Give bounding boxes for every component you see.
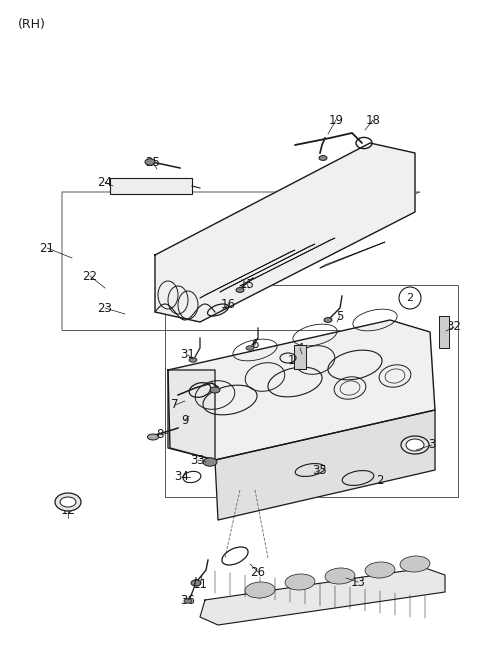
Text: 18: 18 [366,113,381,127]
Text: 7: 7 [171,398,179,411]
Text: 23: 23 [97,302,112,314]
Text: 9: 9 [181,413,189,426]
Text: 15: 15 [240,277,254,291]
Ellipse shape [245,582,275,598]
Text: 5: 5 [336,310,344,323]
Ellipse shape [55,493,81,511]
Ellipse shape [236,287,244,293]
Bar [165,285,458,497]
Text: 2: 2 [376,474,384,487]
Ellipse shape [365,562,395,578]
Ellipse shape [60,497,76,507]
Polygon shape [240,238,335,286]
Text: 2: 2 [407,293,414,303]
Ellipse shape [246,346,254,350]
Polygon shape [215,410,435,520]
Text: 12: 12 [60,504,75,516]
Text: 34: 34 [175,470,190,483]
Text: 31: 31 [180,348,195,361]
Ellipse shape [147,434,158,440]
Polygon shape [220,244,315,292]
Polygon shape [200,568,445,625]
Ellipse shape [210,387,220,393]
Polygon shape [168,320,435,460]
Ellipse shape [189,358,197,362]
Text: 35: 35 [312,464,327,476]
Text: 3: 3 [428,438,436,451]
Ellipse shape [191,580,201,586]
Text: 36: 36 [180,594,195,607]
Text: (RH): (RH) [18,18,46,31]
Text: 6: 6 [251,338,259,352]
Text: 33: 33 [191,453,205,466]
Text: 4: 4 [296,342,304,354]
Text: 24: 24 [97,176,112,188]
Polygon shape [200,250,295,298]
Text: 21: 21 [39,241,55,255]
Ellipse shape [319,155,327,161]
Ellipse shape [203,458,217,466]
Text: 22: 22 [83,270,97,283]
Ellipse shape [184,599,192,604]
Ellipse shape [324,318,332,322]
Text: 26: 26 [251,565,265,579]
Text: 10: 10 [288,354,302,367]
Polygon shape [320,242,385,268]
Bar [294,345,306,369]
Text: 13: 13 [350,575,365,588]
Text: 11: 11 [192,577,207,590]
Text: 19: 19 [328,113,344,127]
Text: 8: 8 [156,428,164,441]
Polygon shape [155,143,415,322]
Text: 16: 16 [220,298,236,312]
Ellipse shape [145,159,155,165]
Text: 32: 32 [446,321,461,333]
Text: 25: 25 [145,157,160,169]
Ellipse shape [285,574,315,590]
Ellipse shape [400,556,430,572]
Bar [439,316,449,348]
Ellipse shape [401,436,429,454]
Ellipse shape [406,439,424,451]
Bar [110,178,192,194]
Ellipse shape [325,568,355,584]
Polygon shape [168,370,215,460]
